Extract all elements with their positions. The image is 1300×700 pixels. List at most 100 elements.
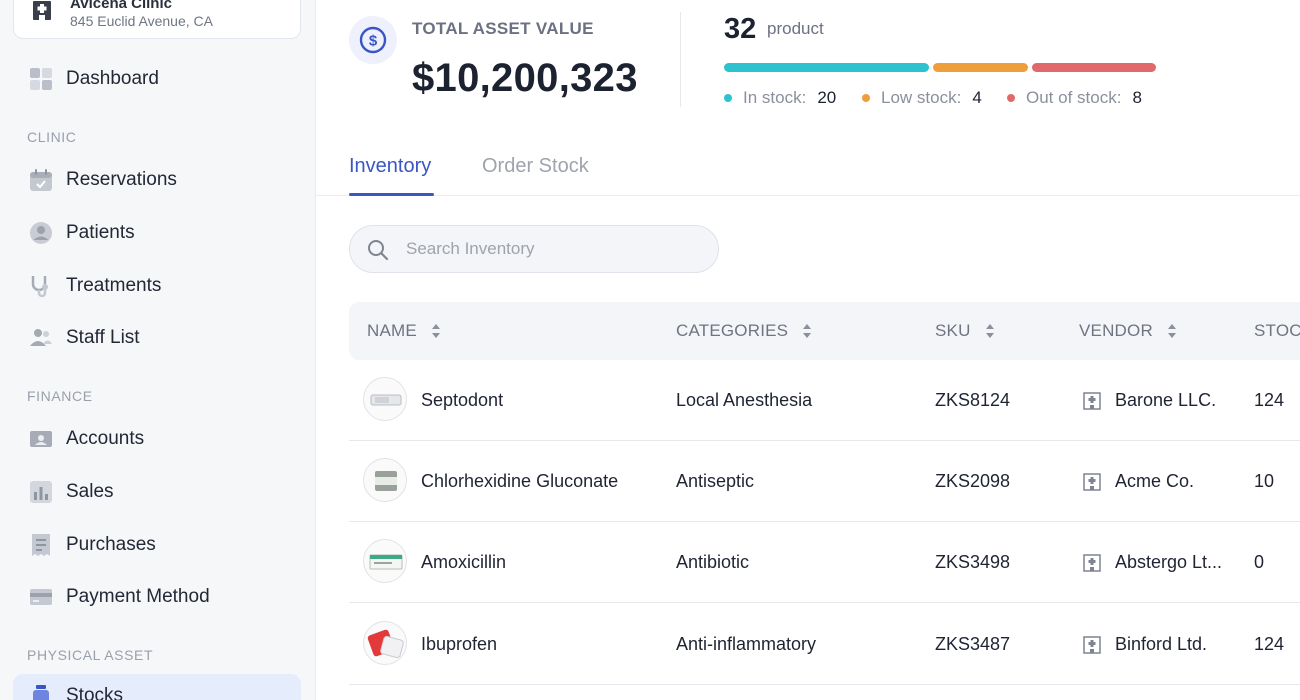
tab-order-stock[interactable]: Order Stock: [482, 155, 589, 177]
product-category: Antibiotic: [676, 551, 750, 572]
sidebar-item-treatments[interactable]: Treatments: [13, 264, 301, 308]
user-circle-icon: [28, 220, 54, 246]
search-input[interactable]: [406, 226, 706, 272]
column-header-stock[interactable]: STOCK: [1254, 302, 1300, 360]
sidebar-item-staff-list[interactable]: Staff List: [13, 316, 301, 360]
sidebar: Avicena Clinic 845 Euclid Avenue, CA Das…: [0, 0, 316, 700]
sort-icon: [1167, 324, 1176, 338]
tabs-divider: [316, 195, 1300, 196]
sidebar-item-payment-method[interactable]: Payment Method: [13, 575, 301, 619]
product-category: Antiseptic: [676, 470, 755, 491]
clinic-address: 845 Euclid Avenue, CA: [70, 13, 213, 29]
vendor-name: Abstergo Lt...: [1115, 551, 1223, 572]
product-name: Amoxicillin: [421, 551, 507, 572]
product-stock: 124: [1254, 633, 1285, 654]
low-stock-dot: [862, 94, 870, 102]
sidebar-item-label: Reservations: [66, 169, 177, 190]
product-name: Chlorhexidine Gluconate: [421, 470, 619, 491]
product-stock: 124: [1254, 389, 1285, 410]
product-vendor: Abstergo Lt...: [1082, 522, 1222, 602]
product-count-label: product: [767, 19, 824, 38]
column-header-label: CATEGORIES: [676, 321, 789, 340]
product-count: 32: [724, 13, 757, 45]
low-stock-value: 4: [972, 88, 982, 107]
clinic-name: Avicena Clinic: [70, 0, 172, 12]
low-stock-bar: [933, 63, 1028, 72]
table-row[interactable]: Ibuprofen Anti-inflammatory ZKS3487 Binf…: [349, 604, 1300, 685]
receipt-icon: [28, 532, 54, 558]
column-header-name[interactable]: NAME: [367, 302, 441, 360]
dashboard-icon: [28, 66, 54, 92]
account-icon: [28, 426, 54, 452]
summary-divider: [680, 12, 681, 107]
product-thumbnail: [363, 458, 407, 502]
chart-icon: [28, 479, 54, 505]
sidebar-item-label: Treatments: [66, 275, 162, 296]
product-thumbnail: [363, 621, 407, 665]
section-label-clinic: CLINIC: [27, 129, 77, 145]
tab-inventory[interactable]: Inventory: [349, 155, 432, 177]
vendor-name: Barone LLC.: [1115, 389, 1217, 410]
product-stock: 10: [1254, 470, 1275, 491]
stethoscope-icon: [28, 273, 54, 299]
column-header-label: NAME: [367, 321, 417, 340]
column-header-label: VENDOR: [1079, 321, 1153, 340]
sidebar-item-patients[interactable]: Patients: [13, 211, 301, 255]
out-of-stock-bar: [1032, 63, 1156, 72]
table-row[interactable]: Amoxicillin Antibiotic ZKS3498 Abstergo …: [349, 522, 1300, 603]
product-category: Anti-inflammatory: [676, 633, 817, 654]
product-stock: 0: [1254, 551, 1265, 572]
column-header-vendor[interactable]: VENDOR: [1079, 302, 1177, 360]
product-vendor: Barone LLC.: [1082, 360, 1216, 440]
sidebar-item-accounts[interactable]: Accounts: [13, 417, 301, 461]
column-header-categories[interactable]: CATEGORIES: [676, 302, 812, 360]
users-icon: [28, 325, 54, 351]
building-icon: [1083, 554, 1101, 572]
main-content: $ TOTAL ASSET VALUE $10,200,323 32 produ…: [316, 0, 1300, 700]
in-stock-value: 20: [817, 88, 837, 107]
sidebar-item-purchases[interactable]: Purchases: [13, 523, 301, 567]
sidebar-item-reservations[interactable]: Reservations: [13, 158, 301, 202]
product-vendor: Binford Ltd.: [1082, 604, 1207, 684]
product-name: Ibuprofen: [421, 633, 498, 654]
out-of-stock-label: Out of stock:: [1026, 88, 1122, 107]
in-stock-label: In stock:: [743, 88, 807, 107]
column-header-label: STOCK: [1254, 321, 1300, 340]
section-label-finance: FINANCE: [27, 388, 93, 404]
card-icon: [28, 584, 54, 610]
product-name: Septodont: [421, 389, 504, 410]
sort-icon: [431, 324, 440, 338]
sidebar-item-label: Sales: [66, 481, 114, 502]
sort-icon: [985, 324, 994, 338]
sidebar-item-stocks[interactable]: Stocks: [13, 674, 301, 700]
sidebar-item-sales[interactable]: Sales: [13, 470, 301, 514]
sidebar-item-label: Purchases: [66, 534, 156, 555]
product-thumbnail: [363, 539, 407, 583]
sidebar-item-label: Patients: [66, 222, 135, 243]
out-of-stock-value: 8: [1132, 88, 1142, 107]
table-row[interactable]: Septodont Local Anesthesia ZKS8124 Baron…: [349, 360, 1300, 441]
legend-out-of-stock: Out of stock: 8: [1007, 88, 1142, 108]
low-stock-label: Low stock:: [881, 88, 962, 107]
product-sku: ZKS2098: [935, 470, 1011, 491]
column-header-sku[interactable]: SKU: [935, 302, 995, 360]
in-stock-bar: [724, 63, 929, 72]
product-sku: ZKS8124: [935, 389, 1011, 410]
clinic-switcher[interactable]: Avicena Clinic 845 Euclid Avenue, CA: [13, 0, 301, 39]
legend-low-stock: Low stock: 4: [862, 88, 982, 108]
legend-in-stock: In stock: 20: [724, 88, 836, 108]
out-of-stock-dot: [1007, 94, 1015, 102]
product-category: Local Anesthesia: [676, 389, 813, 410]
total-asset-label: TOTAL ASSET VALUE: [412, 19, 594, 38]
section-label-physical-asset: PHYSICAL ASSET: [27, 647, 154, 663]
table-header: NAME CATEGORIES SKU VENDOR STOCK: [349, 302, 1300, 360]
hospital-icon: [33, 1, 51, 20]
dollar-icon: $: [349, 16, 397, 64]
calendar-icon: [28, 167, 54, 193]
search-icon: [368, 240, 389, 261]
table-row[interactable]: Chlorhexidine Gluconate Antiseptic ZKS20…: [349, 441, 1300, 522]
product-thumbnail: [363, 377, 407, 421]
building-icon: [1083, 636, 1101, 654]
sidebar-item-dashboard[interactable]: Dashboard: [13, 57, 301, 101]
sidebar-item-label: Accounts: [66, 428, 145, 449]
